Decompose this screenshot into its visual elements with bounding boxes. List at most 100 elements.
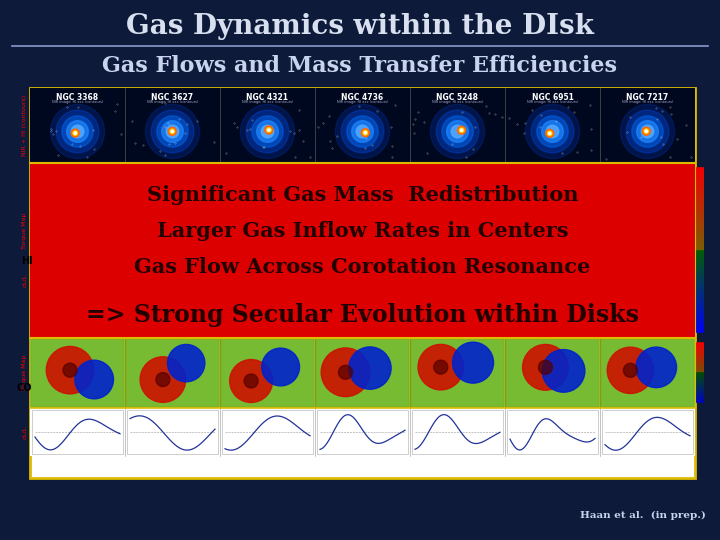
Circle shape bbox=[230, 360, 273, 402]
Text: NGC 7217: NGC 7217 bbox=[626, 93, 669, 102]
Circle shape bbox=[266, 128, 271, 132]
Circle shape bbox=[50, 104, 104, 159]
Bar bbox=[316, 339, 409, 407]
Circle shape bbox=[546, 130, 554, 137]
Bar bbox=[507, 410, 598, 454]
Circle shape bbox=[168, 127, 176, 136]
Text: NGC 3368: NGC 3368 bbox=[56, 93, 99, 102]
Circle shape bbox=[262, 348, 300, 386]
Circle shape bbox=[348, 347, 391, 389]
Circle shape bbox=[624, 363, 637, 377]
Circle shape bbox=[361, 129, 369, 137]
Circle shape bbox=[446, 120, 468, 143]
Circle shape bbox=[549, 132, 551, 134]
Bar bbox=[30, 408, 695, 456]
Text: NIR image: HI xxx (contours): NIR image: HI xxx (contours) bbox=[432, 100, 483, 104]
Text: Larger Gas Inflow Rates in Centers: Larger Gas Inflow Rates in Centers bbox=[157, 221, 568, 241]
Text: NGC 3627: NGC 3627 bbox=[151, 93, 194, 102]
Bar bbox=[222, 410, 313, 454]
Circle shape bbox=[74, 132, 76, 134]
Circle shape bbox=[338, 365, 353, 379]
Circle shape bbox=[363, 131, 368, 135]
Bar bbox=[30, 88, 695, 163]
Text: NIR image: HI xxx (contours): NIR image: HI xxx (contours) bbox=[622, 100, 673, 104]
Bar bbox=[30, 88, 695, 478]
Bar bbox=[32, 410, 123, 454]
Circle shape bbox=[547, 131, 552, 136]
Bar bbox=[602, 410, 693, 454]
Circle shape bbox=[140, 357, 186, 402]
Text: Gas Flows and Mass Transfer Efficiencies: Gas Flows and Mass Transfer Efficiencies bbox=[102, 55, 618, 77]
Bar bbox=[411, 339, 504, 407]
Circle shape bbox=[62, 116, 93, 147]
Circle shape bbox=[461, 129, 463, 131]
Circle shape bbox=[71, 125, 84, 138]
Text: => Strong Secular Evolution within Disks: => Strong Secular Evolution within Disks bbox=[86, 303, 639, 327]
Text: NIR image: HI xxx (contours): NIR image: HI xxx (contours) bbox=[242, 100, 293, 104]
Circle shape bbox=[351, 120, 374, 143]
Circle shape bbox=[542, 349, 585, 392]
Circle shape bbox=[442, 116, 473, 147]
Circle shape bbox=[56, 110, 99, 153]
Text: NIR image: HI xxx (contours): NIR image: HI xxx (contours) bbox=[147, 100, 198, 104]
Circle shape bbox=[63, 363, 77, 377]
Circle shape bbox=[75, 360, 114, 399]
Circle shape bbox=[632, 116, 663, 147]
Circle shape bbox=[541, 120, 563, 143]
Circle shape bbox=[642, 127, 650, 135]
Text: Torque Map: Torque Map bbox=[22, 212, 27, 249]
Circle shape bbox=[341, 110, 384, 153]
Circle shape bbox=[46, 347, 94, 394]
Circle shape bbox=[321, 348, 370, 396]
Circle shape bbox=[145, 104, 199, 159]
Circle shape bbox=[621, 104, 675, 159]
Text: NGC 4321: NGC 4321 bbox=[246, 93, 289, 102]
Circle shape bbox=[636, 120, 658, 143]
Circle shape bbox=[458, 126, 466, 134]
Circle shape bbox=[645, 130, 647, 132]
Circle shape bbox=[433, 360, 448, 374]
Text: CO: CO bbox=[17, 383, 32, 393]
Text: NIR image: HI xxx (contours): NIR image: HI xxx (contours) bbox=[527, 100, 578, 104]
Bar bbox=[31, 339, 124, 407]
Text: NIR image: HI xxx (contours): NIR image: HI xxx (contours) bbox=[52, 100, 103, 104]
Text: NGC 5248: NGC 5248 bbox=[436, 93, 479, 102]
Circle shape bbox=[336, 104, 390, 159]
Bar bbox=[601, 339, 694, 407]
Circle shape bbox=[531, 110, 574, 153]
Circle shape bbox=[151, 110, 194, 153]
Text: Gas Flow Across Corotation Resonance: Gas Flow Across Corotation Resonance bbox=[135, 257, 590, 277]
Circle shape bbox=[459, 128, 464, 132]
Circle shape bbox=[162, 120, 184, 143]
Bar bbox=[126, 339, 219, 407]
Bar bbox=[221, 339, 314, 407]
Circle shape bbox=[170, 129, 174, 134]
Text: NIR + HI (contours): NIR + HI (contours) bbox=[22, 95, 27, 156]
Circle shape bbox=[636, 347, 677, 388]
Circle shape bbox=[246, 110, 289, 153]
Circle shape bbox=[364, 132, 366, 134]
Text: NGC 4736: NGC 4736 bbox=[341, 93, 384, 102]
Circle shape bbox=[166, 125, 179, 138]
Circle shape bbox=[67, 120, 89, 143]
Circle shape bbox=[157, 116, 188, 147]
Bar bbox=[506, 339, 599, 407]
Circle shape bbox=[171, 130, 174, 132]
Text: Haan et al.  (in prep.): Haan et al. (in prep.) bbox=[580, 511, 706, 520]
Circle shape bbox=[644, 129, 649, 133]
Text: NIR image: HI xxx (contours): NIR image: HI xxx (contours) bbox=[337, 100, 388, 104]
Circle shape bbox=[71, 129, 79, 137]
Circle shape bbox=[546, 125, 559, 138]
Text: Significant Gas Mass  Redistribution: Significant Gas Mass Redistribution bbox=[147, 185, 578, 205]
Circle shape bbox=[451, 125, 464, 138]
Circle shape bbox=[156, 373, 170, 387]
Text: Gas Dynamics within the DIsk: Gas Dynamics within the DIsk bbox=[126, 12, 594, 39]
Circle shape bbox=[265, 126, 273, 134]
Circle shape bbox=[261, 125, 274, 138]
Circle shape bbox=[240, 104, 294, 159]
Circle shape bbox=[436, 110, 479, 153]
Bar bbox=[30, 338, 695, 408]
Circle shape bbox=[418, 345, 464, 390]
Text: NGC 6951: NGC 6951 bbox=[531, 93, 573, 102]
Circle shape bbox=[539, 360, 552, 374]
